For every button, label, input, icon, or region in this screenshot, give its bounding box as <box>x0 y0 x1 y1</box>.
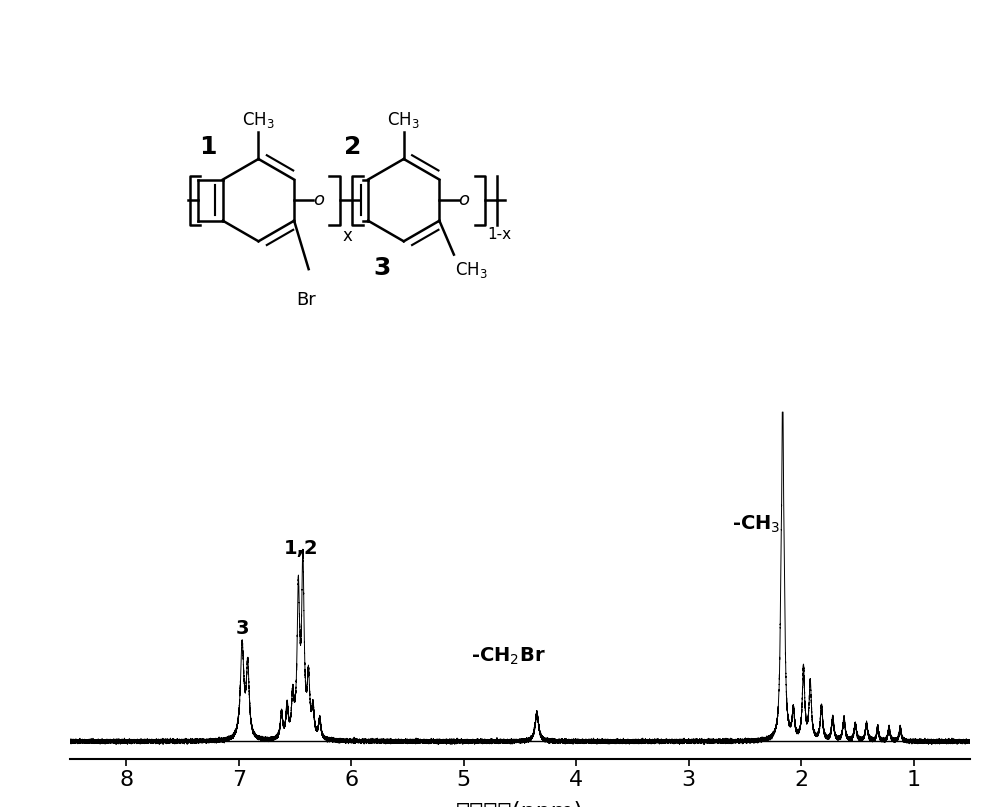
Text: CH$_3$: CH$_3$ <box>455 261 488 280</box>
Text: -CH$_3$: -CH$_3$ <box>732 514 780 535</box>
Text: 3: 3 <box>373 256 391 280</box>
X-axis label: 化学位移(ppm): 化学位移(ppm) <box>456 801 584 807</box>
Text: 2: 2 <box>344 135 362 159</box>
Text: CH$_3$: CH$_3$ <box>242 110 275 130</box>
Text: 1-x: 1-x <box>488 227 512 242</box>
Text: -CH$_2$Br: -CH$_2$Br <box>471 646 546 667</box>
Text: o: o <box>313 191 324 209</box>
Text: Br: Br <box>296 291 316 309</box>
Text: 3: 3 <box>235 619 249 638</box>
Text: x: x <box>343 227 352 245</box>
Text: 1,2: 1,2 <box>283 539 318 558</box>
Text: CH$_3$: CH$_3$ <box>387 110 420 130</box>
Text: 1: 1 <box>199 135 216 159</box>
Text: o: o <box>458 191 469 209</box>
